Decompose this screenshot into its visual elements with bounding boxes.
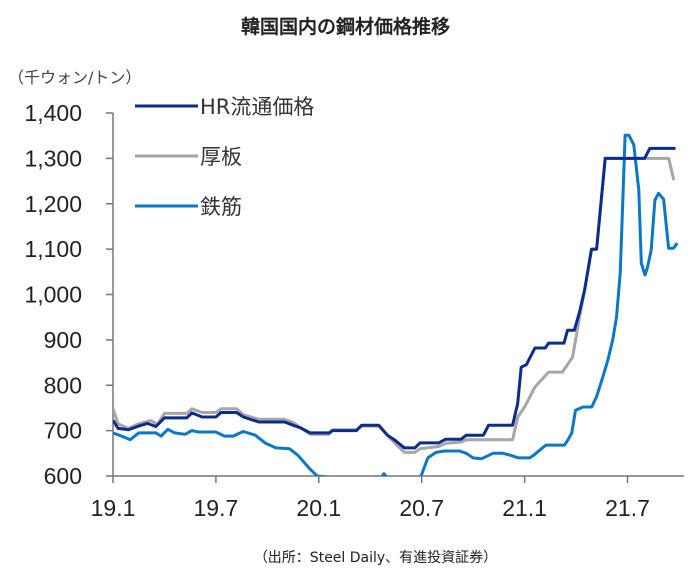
y-tick-label: 900	[44, 327, 82, 353]
x-tick-label: 21.7	[605, 495, 650, 521]
y-tick-label: 800	[44, 372, 82, 398]
x-tick-label: 20.1	[296, 495, 341, 521]
y-tick-label: 1,100	[24, 236, 82, 262]
y-tick-label: 600	[44, 463, 82, 489]
y-tick-label: 700	[44, 418, 82, 444]
source-note: （出所：Steel Daily、有進投資証券）	[253, 550, 498, 566]
y-tick-label: 1,300	[24, 145, 82, 171]
legend-label-1: 厚板	[200, 145, 242, 169]
y-tick-label: 1,200	[24, 191, 82, 217]
y-tick-label: 1,400	[24, 100, 82, 126]
series-line-2	[113, 133, 679, 476]
legend-label-2: 鉄筋	[200, 195, 242, 219]
chart-title: 韓国国内の鋼材価格推移	[240, 16, 450, 38]
series-line-0	[113, 146, 676, 450]
y-axis-unit-label: （千ウォン/トン）	[8, 68, 142, 87]
x-tick-label: 19.1	[91, 495, 136, 521]
x-tick-label: 21.1	[502, 495, 547, 521]
x-tick-label: 19.7	[194, 495, 239, 521]
y-tick-label: 1,000	[24, 282, 82, 308]
x-tick-label: 20.7	[399, 495, 444, 521]
legend-label-0: HR流通価格	[200, 95, 314, 119]
